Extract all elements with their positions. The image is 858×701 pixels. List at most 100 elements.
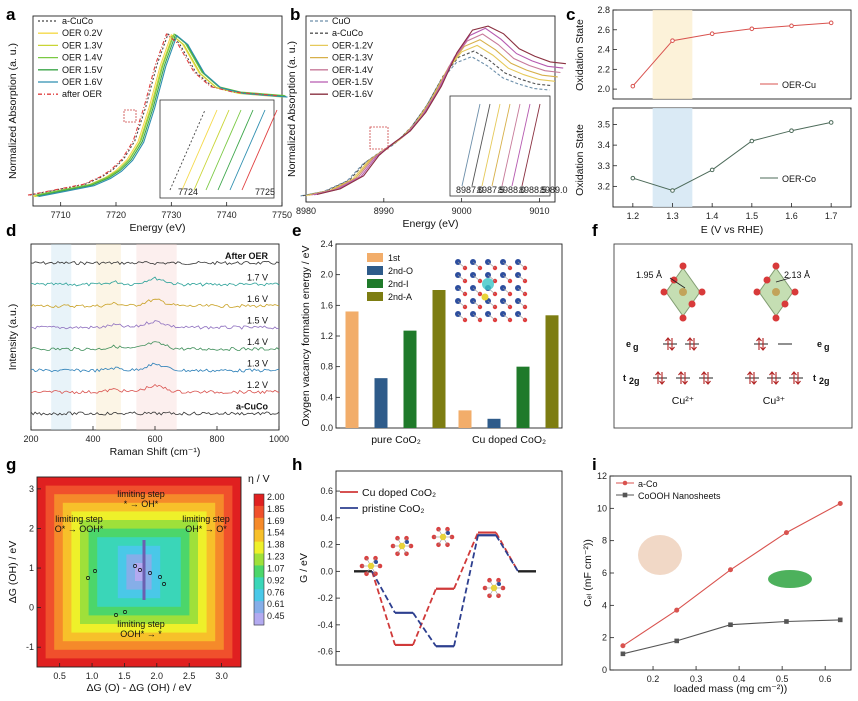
catalyst-point <box>93 569 97 573</box>
inset-line <box>511 103 531 187</box>
spectrum-line-after-oer <box>27 33 278 196</box>
legend-swatch <box>367 279 383 288</box>
x-tick-label-b: 9010 <box>529 206 549 216</box>
spin-down-arrow <box>659 372 665 385</box>
y-tick-label-i: 12 <box>597 471 607 481</box>
legend-label-b: OER-1.3V <box>332 53 373 63</box>
catalyst-point <box>123 610 127 614</box>
legend-label-a: OER 0.2V <box>62 28 103 38</box>
spectrum-line-oer-1.3v <box>308 39 558 196</box>
bond <box>472 261 481 269</box>
catalyst-point <box>138 568 142 572</box>
panel-label-a: a <box>6 5 16 24</box>
raman-spectrum <box>30 341 280 352</box>
legend-label-h: Cu doped CoO₂ <box>362 487 436 499</box>
spin-down-arrow <box>669 338 675 351</box>
spin-down-arrow <box>760 338 766 351</box>
oer-cu-point <box>709 31 715 37</box>
limiting-step-reaction: * → OH* <box>124 499 159 509</box>
catalyst-point <box>133 564 137 568</box>
oer-cu-point <box>789 23 794 29</box>
inset-a <box>159 99 275 199</box>
data-point <box>728 567 733 573</box>
inset-line <box>229 109 266 191</box>
raman-spectrum <box>30 383 280 395</box>
limiting-step-label: limiting step <box>182 514 230 524</box>
oer-co-point <box>670 188 675 193</box>
x-tick-label-d: 800 <box>209 434 224 444</box>
panel-label-i: i <box>592 455 597 474</box>
inset-tick: 8987.0 <box>456 185 484 195</box>
inset-line <box>169 109 206 191</box>
bond <box>457 300 466 308</box>
bond <box>457 274 466 282</box>
structure-inset-h <box>482 577 506 599</box>
y-tick-label-g: 3 <box>29 484 34 494</box>
o-atom <box>772 262 780 270</box>
legend-label-oer-co: OER-Co <box>782 174 816 184</box>
t2g-label: t <box>813 373 816 383</box>
x-axis-label-i: loaded mass (mg cm⁻²)) <box>674 683 787 695</box>
limiting-step-reaction: OOH* → * <box>120 629 162 639</box>
x-tick-label-c: 1.7 <box>825 211 838 221</box>
y-tick-label-e: 2.4 <box>320 239 333 249</box>
plot-frame-a <box>32 15 283 207</box>
bond-length-label: 1.95 Å <box>636 270 662 280</box>
structure-inset-h <box>359 555 383 577</box>
plot-frame-c-bottom <box>612 107 852 208</box>
catalyst-point <box>162 582 166 586</box>
spin-down-arrow <box>773 372 779 385</box>
colorbar-tick: 1.69 <box>267 516 285 526</box>
t2g-label: t <box>623 373 626 383</box>
inset-line <box>491 103 511 187</box>
bond <box>457 313 466 321</box>
bar-2nd-o <box>374 378 388 428</box>
co-atom <box>497 582 501 586</box>
colorbar-segment <box>254 541 264 554</box>
t2g-subscript: 2g <box>819 376 830 386</box>
spin-down-arrow <box>705 372 711 385</box>
inset-line <box>181 109 218 191</box>
panel-label-f: f <box>592 221 598 240</box>
bar-2nd-a <box>545 315 559 428</box>
bond <box>502 261 511 269</box>
x-tick-label-a: 7710 <box>51 210 71 220</box>
y-tick-label-i: 8 <box>602 536 607 546</box>
y-tick-label-e: 0.0 <box>320 423 333 433</box>
inset-line <box>481 103 501 187</box>
x-tick-label-b: 8980 <box>296 206 316 216</box>
y-axis-label-c-top: Oxidation State <box>574 19 586 91</box>
legend-label-i: a-Co <box>638 479 658 489</box>
y-tick-label-c-top: 2.6 <box>597 25 610 35</box>
bond <box>502 287 511 295</box>
zoom-box-b <box>369 126 389 150</box>
spin-up-arrow <box>747 371 753 384</box>
colorbar-segment <box>254 529 264 543</box>
y-axis-label-h: G / eV <box>298 553 310 583</box>
o-atom <box>679 262 687 270</box>
oer-cu-line <box>632 22 832 87</box>
cu-atom <box>481 293 489 301</box>
structure-inset-h <box>431 526 455 548</box>
o-atom <box>753 288 761 296</box>
catalyst-point <box>114 613 118 617</box>
a-co-image <box>638 535 682 575</box>
y-tick-label-c-top: 2.8 <box>597 5 610 15</box>
colorbar-tick: 0.61 <box>267 599 285 609</box>
limiting-step-label: limiting step <box>55 514 103 524</box>
legend-label-b: OER-1.5V <box>332 77 373 87</box>
colorbar-tick: 0.92 <box>267 575 285 585</box>
inset-tick: 7725 <box>255 187 275 197</box>
panel-label-g: g <box>6 455 16 474</box>
spin-down-arrow <box>691 338 697 351</box>
bond-pointer <box>669 277 686 289</box>
y-axis-label-g: ΔG (OH) / eV <box>7 541 19 603</box>
legend-label-a: after OER <box>62 89 103 99</box>
energy-connector-1 <box>371 534 519 647</box>
legend-swatch <box>367 292 383 301</box>
oer-cu-point <box>828 20 834 26</box>
cu-center <box>679 288 687 296</box>
oer-co-point <box>789 128 794 133</box>
y-tick-label-i: 10 <box>597 503 607 513</box>
